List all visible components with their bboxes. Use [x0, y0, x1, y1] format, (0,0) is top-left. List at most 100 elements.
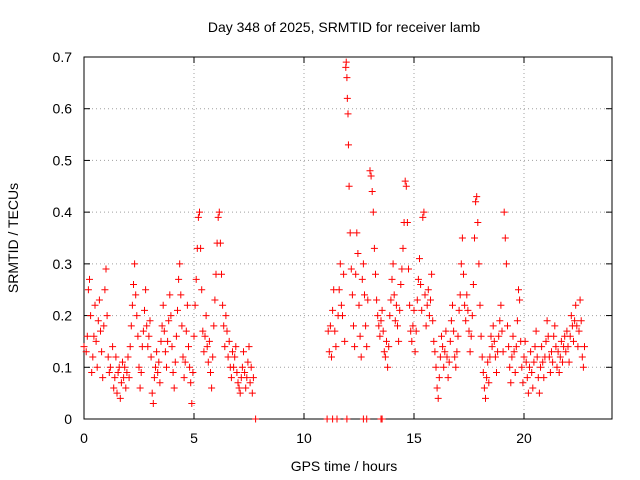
data-point — [447, 317, 455, 325]
data-point — [203, 343, 211, 351]
data-point — [202, 312, 210, 320]
data-point — [553, 363, 561, 371]
data-point — [225, 337, 233, 345]
data-point — [211, 296, 219, 304]
data-point — [462, 317, 470, 325]
data-point — [351, 343, 359, 351]
data-point — [412, 327, 420, 335]
data-point — [190, 332, 198, 340]
data-point — [106, 363, 114, 371]
data-point — [377, 317, 385, 325]
data-point — [191, 301, 199, 309]
data-point — [436, 353, 444, 361]
data-point — [473, 193, 481, 201]
data-point — [101, 286, 109, 294]
data-point — [122, 384, 130, 392]
data-point — [491, 353, 499, 361]
data-point — [496, 317, 504, 325]
data-point — [467, 332, 475, 340]
data-point — [329, 306, 337, 314]
data-point — [497, 301, 505, 309]
data-point — [387, 296, 395, 304]
data-point — [343, 415, 351, 423]
data-point — [508, 353, 516, 361]
data-point — [231, 353, 239, 361]
data-point — [480, 384, 488, 392]
data-point — [432, 363, 440, 371]
data-point — [114, 368, 122, 376]
data-point — [375, 322, 383, 330]
data-point — [93, 363, 101, 371]
data-point — [573, 322, 581, 330]
data-point — [205, 337, 213, 345]
y-tick-label: 0.6 — [53, 101, 73, 117]
data-point — [163, 363, 170, 371]
data-point — [485, 379, 493, 387]
data-point — [550, 332, 558, 340]
data-point — [221, 343, 229, 351]
data-point — [440, 363, 448, 371]
chart-title: Day 348 of 2025, SRMTID for receiver lam… — [208, 19, 481, 35]
data-point — [449, 301, 456, 309]
data-point — [576, 296, 584, 304]
data-point — [451, 353, 459, 361]
data-point — [215, 208, 223, 216]
data-point — [476, 301, 484, 309]
data-point — [241, 368, 249, 376]
data-point — [396, 306, 404, 314]
data-point — [380, 348, 388, 356]
data-point — [556, 353, 564, 361]
data-point — [340, 270, 348, 278]
data-point — [543, 317, 551, 325]
data-point — [423, 301, 431, 309]
data-point — [443, 353, 451, 361]
data-point — [218, 270, 225, 278]
data-point — [160, 327, 168, 335]
data-point — [113, 389, 121, 397]
data-point — [146, 317, 154, 325]
data-point — [208, 384, 216, 392]
data-point — [515, 286, 522, 294]
data-point — [499, 348, 507, 356]
data-point — [86, 275, 93, 283]
data-point — [502, 260, 510, 268]
data-point — [522, 358, 530, 366]
data-point — [468, 312, 476, 320]
data-point — [524, 389, 532, 397]
data-point — [324, 327, 332, 335]
data-point — [105, 368, 113, 376]
data-point — [372, 270, 379, 278]
data-point — [562, 348, 570, 356]
data-point — [545, 353, 553, 361]
data-point — [357, 353, 365, 361]
data-point — [392, 301, 400, 309]
data-point — [414, 275, 422, 283]
data-point — [403, 218, 411, 226]
data-point — [413, 296, 421, 304]
data-point — [505, 343, 513, 351]
data-point — [489, 322, 497, 330]
data-point — [133, 312, 141, 320]
data-point — [247, 363, 255, 371]
data-point — [170, 384, 178, 392]
data-point — [222, 312, 230, 320]
y-tick-label: 0.2 — [53, 308, 73, 324]
data-point — [366, 167, 374, 175]
data-point — [424, 286, 432, 294]
data-point — [395, 337, 403, 345]
data-point — [350, 322, 357, 330]
data-point — [363, 415, 371, 423]
data-point — [450, 327, 458, 335]
data-point — [112, 353, 120, 361]
data-point — [417, 281, 425, 289]
data-point — [471, 234, 478, 242]
data-point — [362, 322, 370, 330]
data-point — [429, 317, 437, 325]
data-point — [493, 368, 500, 376]
data-point — [378, 306, 386, 314]
data-point — [506, 363, 514, 371]
data-point — [194, 213, 202, 221]
data-point — [219, 301, 227, 309]
